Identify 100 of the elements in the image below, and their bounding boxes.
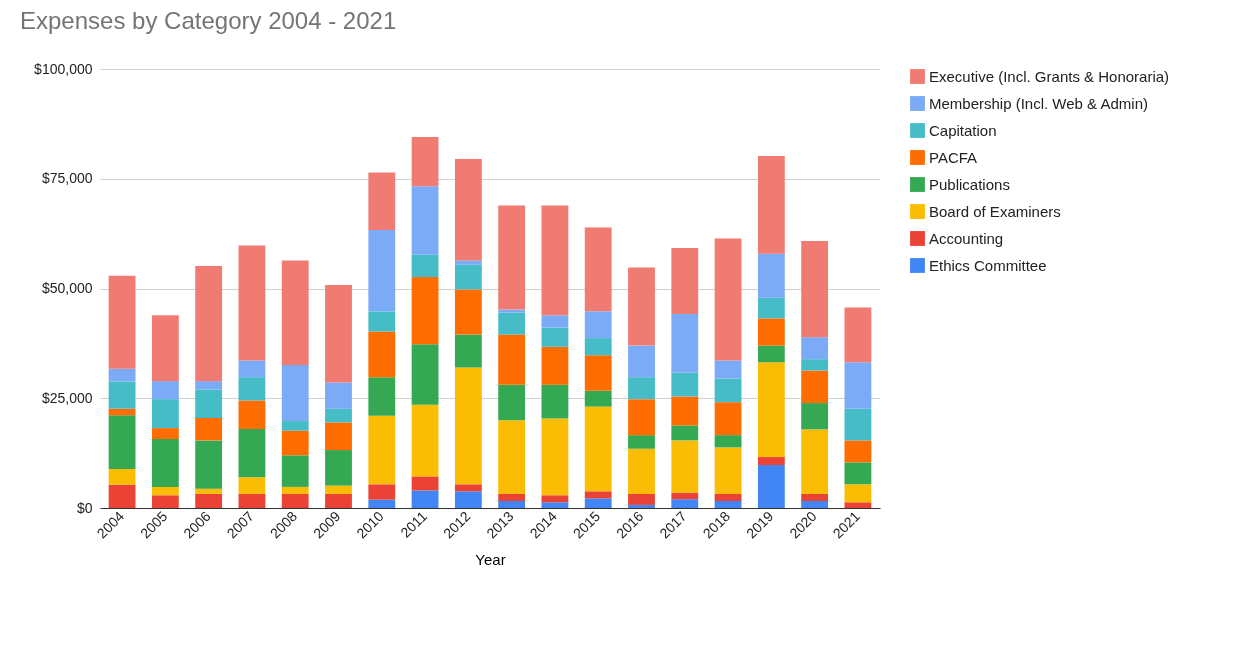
bar	[757, 253, 785, 298]
bar	[454, 289, 482, 335]
bar	[541, 346, 569, 385]
bar	[844, 362, 872, 409]
bar	[714, 500, 742, 508]
bar	[671, 440, 699, 493]
bar	[411, 490, 439, 508]
bar	[628, 493, 655, 505]
bar	[368, 499, 396, 508]
bar	[411, 186, 439, 255]
bar	[498, 312, 526, 335]
bar	[454, 334, 482, 368]
bar	[714, 360, 742, 379]
bar	[541, 327, 569, 347]
bar	[108, 275, 136, 369]
y-tick-label: $100,000	[34, 60, 93, 77]
legend-label: Accounting	[929, 229, 1004, 247]
bar	[671, 372, 699, 397]
bar	[584, 311, 612, 339]
bar	[714, 378, 742, 403]
bar	[584, 498, 612, 508]
bar	[325, 408, 352, 423]
bar	[844, 307, 872, 363]
bar	[151, 495, 179, 508]
bar	[238, 428, 266, 478]
bar	[151, 315, 179, 382]
bar	[108, 368, 136, 382]
y-tick-label: $75,000	[41, 170, 93, 187]
bar	[498, 420, 526, 494]
bar	[368, 331, 396, 378]
bar	[671, 313, 699, 373]
bar	[671, 396, 699, 426]
bar	[541, 205, 569, 316]
bar	[671, 499, 699, 508]
bar	[325, 284, 352, 383]
bar	[281, 455, 309, 487]
bar	[151, 381, 179, 400]
bar	[498, 384, 526, 421]
bar	[584, 491, 612, 499]
bar	[498, 334, 526, 385]
bar	[498, 309, 526, 313]
bar	[195, 389, 223, 419]
bar	[671, 425, 699, 441]
bar	[325, 422, 352, 451]
legend-label: Ethics Committee	[929, 256, 1047, 274]
bar	[757, 362, 785, 458]
bar	[368, 377, 396, 416]
bar	[368, 311, 396, 332]
bar	[757, 297, 785, 319]
legend-label: Board of Examiners	[929, 202, 1061, 220]
bar	[195, 493, 223, 508]
bar	[454, 484, 482, 492]
bar	[108, 415, 136, 469]
bar	[238, 377, 266, 401]
bar	[411, 344, 439, 405]
bar	[714, 402, 742, 436]
bar	[541, 315, 569, 328]
bar	[454, 260, 482, 265]
x-axis-title: Year	[475, 551, 506, 569]
bar	[498, 493, 526, 501]
bar	[281, 486, 309, 494]
bar	[628, 377, 655, 400]
bar	[801, 493, 829, 501]
bar	[584, 227, 612, 312]
bar	[108, 484, 136, 508]
bar	[757, 457, 785, 465]
bar	[195, 418, 223, 441]
chart-title: Expenses by Category 2004 - 2021	[20, 7, 397, 34]
bar	[238, 400, 266, 429]
bar	[151, 486, 179, 496]
bar	[628, 448, 655, 494]
bar	[541, 502, 569, 508]
bar	[801, 359, 829, 371]
bar	[325, 450, 352, 486]
bar	[628, 267, 655, 346]
bar	[411, 277, 439, 345]
bar	[325, 485, 352, 494]
bar	[281, 260, 309, 365]
bar	[238, 477, 266, 494]
bar	[151, 399, 179, 429]
bar	[541, 384, 569, 419]
bar	[844, 440, 872, 463]
bar	[584, 338, 612, 356]
bar	[584, 355, 612, 391]
bar	[151, 439, 179, 487]
y-tick-label: $25,000	[41, 389, 93, 406]
bar	[281, 421, 309, 431]
bar	[671, 248, 699, 314]
bar	[108, 468, 136, 485]
y-tick-label: $0	[76, 499, 93, 516]
legend-label: Membership (Incl. Web & Admin)	[929, 94, 1148, 112]
bar	[454, 367, 482, 485]
bar	[498, 205, 526, 310]
bar	[195, 266, 223, 382]
bar	[757, 318, 785, 346]
bar	[195, 488, 223, 494]
bar	[281, 364, 309, 422]
bar	[108, 381, 136, 409]
bar	[238, 245, 266, 361]
legend-label: Capitation	[929, 121, 997, 139]
